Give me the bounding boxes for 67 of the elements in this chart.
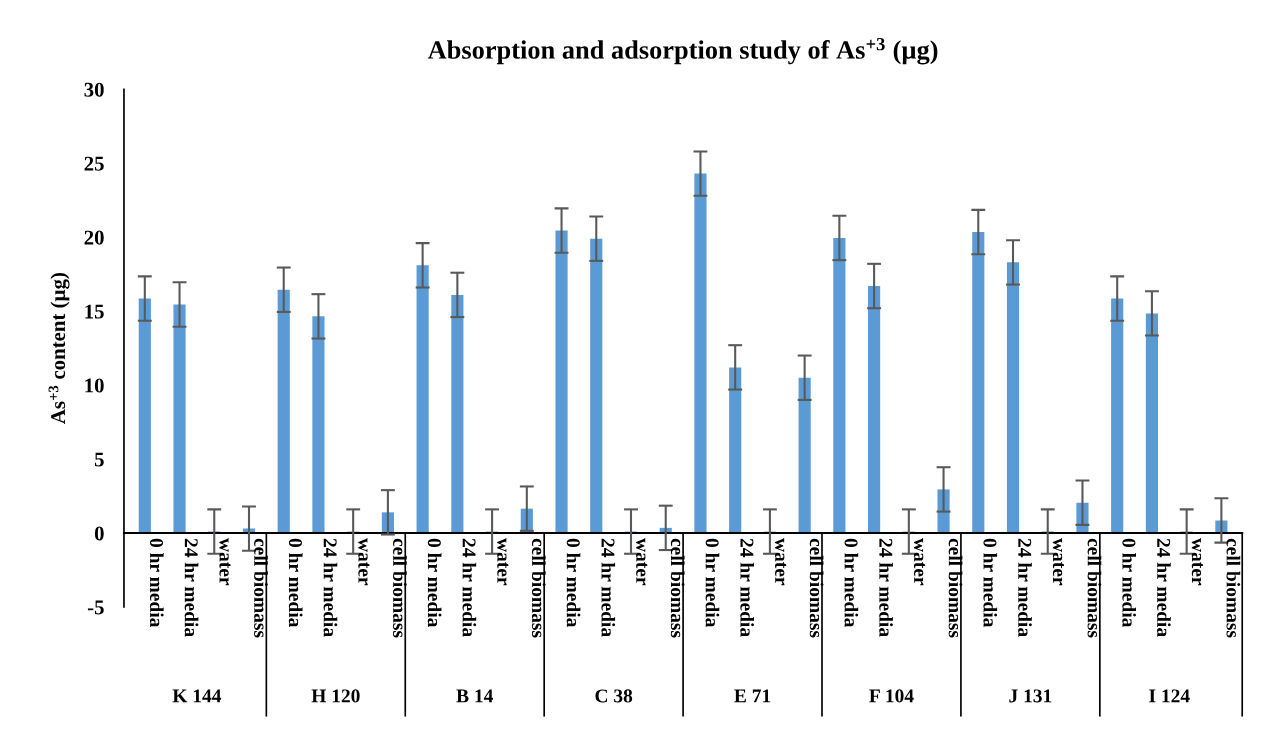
x-tick-label: 24 hr media (323, 538, 338, 637)
x-tick-label: 0 hr media (149, 538, 164, 628)
x-tick-label: water (219, 538, 231, 586)
x-tick-label: 24 hr media (462, 538, 477, 637)
text: H 120 (311, 689, 360, 703)
x-tick-label: 24 hr media (601, 538, 616, 637)
x-tick-label: 0 hr media (844, 538, 859, 628)
bar (277, 289, 290, 534)
bar (833, 237, 846, 534)
text: F 104 (869, 689, 914, 703)
x-tick-label: water (775, 538, 787, 586)
x-tick-label: water (358, 538, 370, 586)
y-tick-label: 15 (85, 304, 104, 319)
y-tick-label: 25 (84, 156, 104, 171)
text: B 14 (456, 689, 493, 703)
x-tick-label: cell biomass (531, 538, 546, 638)
x-tick-label: 0 hr media (427, 538, 442, 628)
x-tick-label: cell biomass (1226, 538, 1241, 638)
y-tick-label: 0 (94, 526, 104, 541)
text: J 131 (1009, 689, 1052, 703)
x-tick-label: cell biomass (809, 538, 824, 638)
x-tick-label: 0 hr media (983, 538, 998, 628)
text: E 71 (734, 689, 771, 703)
x-tick-label: 24 hr media (740, 538, 754, 637)
x-tick-label: cell biomass (948, 538, 963, 638)
y-tick-label: 5 (94, 452, 104, 467)
text: K 144 (172, 689, 222, 703)
x-tick-label: cell biomass (254, 538, 268, 638)
x-tick-label: 0 hr media (288, 538, 303, 628)
y-tick-label: 10 (85, 378, 104, 393)
x-tick-label: 0 hr media (1122, 538, 1137, 628)
text: C 38 (595, 689, 633, 703)
x-tick-label: 24 hr media (184, 538, 199, 637)
bar (451, 294, 464, 534)
x-tick-label: water (913, 538, 926, 586)
bar (312, 316, 325, 534)
y-axis-title: As$^{+3}$ content (µg) (48, 273, 70, 424)
x-tick-label: 24 hr media (1157, 538, 1171, 637)
chart-title: Absorption and adsorption study of As$^{+3}$ (µg) (427, 37, 938, 65)
bar (1111, 298, 1124, 534)
y-tick-label: -5 (87, 600, 104, 615)
x-tick-label: cell biomass (670, 538, 685, 638)
x-tick-label: cell biomass (393, 538, 407, 638)
bar (798, 377, 811, 534)
x-tick-label: water (636, 538, 648, 586)
x-tick-label: 0 hr media (705, 538, 720, 628)
bar (138, 298, 151, 534)
bar (972, 232, 985, 534)
bar (416, 265, 429, 534)
x-tick-label: 0 hr media (566, 538, 581, 628)
x-tick-label: water (1052, 538, 1065, 586)
x-tick-label: cell biomass (1087, 538, 1102, 638)
y-tick-label: 30 (84, 82, 104, 97)
bar (694, 173, 707, 534)
text: I 124 (1149, 689, 1190, 703)
bar (1006, 262, 1020, 534)
y-tick-label: 20 (84, 230, 104, 245)
bar (173, 304, 186, 534)
x-tick-label: 24 hr media (879, 538, 893, 637)
bar (868, 286, 881, 534)
bar (555, 230, 568, 534)
x-tick-label: 24 hr media (1018, 538, 1032, 637)
x-tick-label: water (497, 538, 509, 586)
x-tick-label: water (1191, 538, 1203, 586)
bar (1145, 313, 1158, 534)
bar (590, 238, 603, 534)
bar (729, 367, 742, 534)
